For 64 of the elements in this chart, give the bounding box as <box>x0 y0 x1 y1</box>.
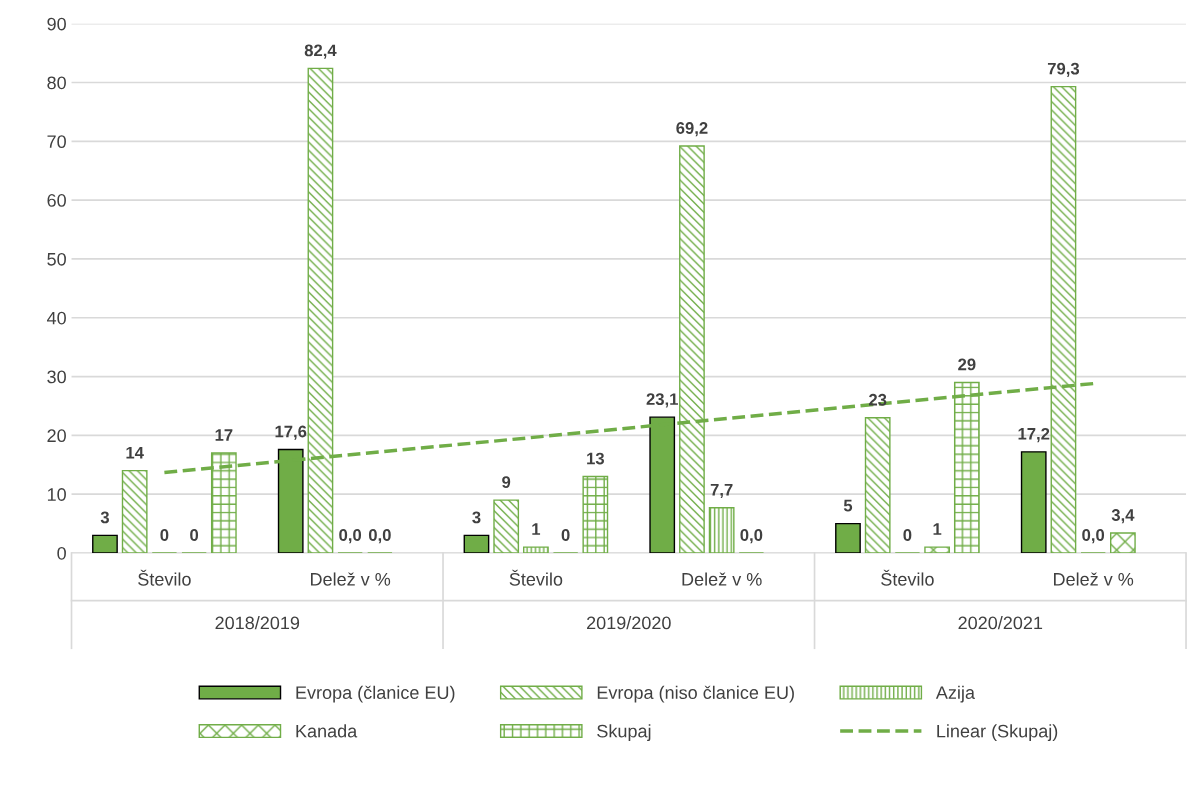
data-label: 13 <box>587 452 605 465</box>
data-label: 3,4 <box>1111 509 1135 524</box>
data-label: 17,2 <box>1018 427 1050 443</box>
bar <box>463 534 490 553</box>
legend-label: Linear (Skupaj) <box>937 724 1058 742</box>
x-tick-label: Število <box>138 569 191 586</box>
data-label: 82,4 <box>304 44 337 59</box>
data-label: 0,0 <box>1082 529 1105 544</box>
data-label: 23,1 <box>646 393 678 408</box>
data-label: 29 <box>958 358 976 371</box>
text: 2019/2020 <box>587 616 671 630</box>
data-label: 5 <box>843 499 853 512</box>
y-tick-label: 10 <box>47 488 66 501</box>
y-tick-label: 40 <box>46 311 66 325</box>
x-tick-label: Število <box>509 569 563 586</box>
data-label: 0 <box>190 529 199 541</box>
x-tick-label: Delež v % <box>310 572 391 586</box>
data-label: 1 <box>933 523 942 535</box>
y-tick-label: 60 <box>47 194 66 207</box>
y-tick-label: 80 <box>47 76 66 90</box>
bar <box>708 507 735 553</box>
text: 2020/2021 <box>958 616 1043 630</box>
data-label: 7,7 <box>710 483 733 499</box>
data-label: 23 <box>869 393 887 406</box>
bar <box>523 546 549 553</box>
y-tick-label: 20 <box>47 429 66 443</box>
bar <box>121 469 148 553</box>
y-tick-label: 0 <box>57 546 66 560</box>
data-label: 14 <box>126 446 144 459</box>
bar <box>92 534 118 553</box>
y-tick-label: 30 <box>47 370 66 384</box>
y-tick-label: 70 <box>47 135 66 149</box>
bar <box>1110 532 1136 553</box>
legend-label: Kanada <box>296 724 358 738</box>
data-label: 0,0 <box>368 529 391 544</box>
y-tick-label: 90 <box>47 17 66 31</box>
data-label: 1 <box>532 523 541 535</box>
x-tick-label: Delež v % <box>1054 572 1134 586</box>
data-label: 17 <box>215 429 233 441</box>
data-label: 0 <box>561 529 570 541</box>
data-label: 3 <box>472 511 481 524</box>
bar <box>835 522 861 553</box>
data-label: 0 <box>160 529 169 541</box>
data-label: 0,0 <box>740 529 763 544</box>
bar <box>864 417 891 553</box>
data-label: 79,3 <box>1047 62 1080 77</box>
bar <box>924 546 951 553</box>
legend-label: Evropa (članice EU) <box>296 685 455 703</box>
legend-label: Evropa (niso članice EU) <box>597 685 794 703</box>
legend-label: Azija <box>935 685 975 703</box>
bar <box>582 475 609 553</box>
x-tick-label: Delež v % <box>682 572 762 586</box>
text: 2018/2019 <box>215 616 300 630</box>
data-label: 0 <box>903 529 912 541</box>
legend-label: Skupaj <box>597 724 651 742</box>
bar <box>1020 451 1047 553</box>
y-tick-label: 50 <box>47 252 66 266</box>
data-label: 3 <box>100 511 109 524</box>
bar <box>493 499 520 553</box>
data-label: 9 <box>502 476 511 488</box>
data-label: 69,2 <box>676 122 708 137</box>
data-label: 17,6 <box>275 425 307 440</box>
data-label: 0,0 <box>339 529 362 544</box>
x-tick-label: Število <box>881 569 934 586</box>
